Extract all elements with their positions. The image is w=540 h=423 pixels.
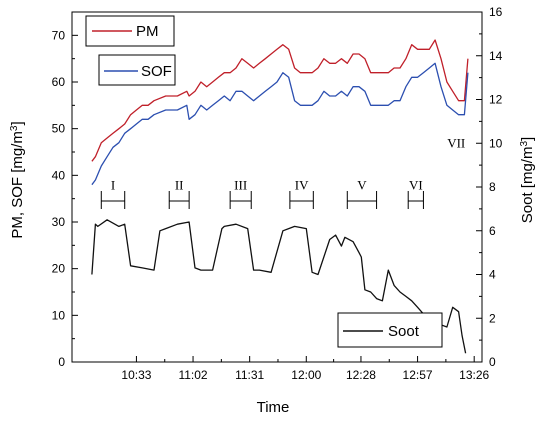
y-tick-label: 70 bbox=[52, 28, 66, 42]
y2-tick-label: 0 bbox=[489, 355, 496, 369]
y2-axis-title: Soot [mg/m3] bbox=[519, 137, 536, 223]
x-tick-label: 11:31 bbox=[235, 368, 264, 382]
y-axis-title: PM, SOF [mg/m3] bbox=[9, 121, 26, 238]
phase-label: II bbox=[175, 177, 184, 192]
x-tick-label: 12:57 bbox=[403, 368, 433, 382]
series-pm bbox=[91, 39, 469, 162]
x-tick-label: 12:28 bbox=[346, 368, 376, 382]
y2-tick-label: 14 bbox=[489, 49, 503, 63]
phase-label: III bbox=[234, 177, 247, 192]
y2-tick-label: 12 bbox=[489, 93, 503, 107]
y2-tick-label: 16 bbox=[489, 5, 503, 19]
phase-v: V bbox=[346, 177, 378, 209]
phase-label: I bbox=[111, 177, 115, 192]
y2-tick-label: 2 bbox=[489, 311, 496, 325]
phase-iv: IV bbox=[289, 177, 314, 209]
y-tick-label: 20 bbox=[52, 262, 66, 276]
y2-tick-label: 10 bbox=[489, 136, 503, 150]
legend-sof-label: SOF bbox=[141, 63, 172, 80]
legend-pm-label: PM bbox=[136, 23, 159, 40]
series-lines bbox=[91, 39, 469, 354]
phase-ii: II bbox=[168, 177, 190, 209]
y2-tick-label: 8 bbox=[489, 180, 496, 194]
legend-soot-label: Soot bbox=[388, 323, 420, 340]
phase-vi: VI bbox=[407, 177, 424, 209]
axes: 0 10 20 30 40 50 60 70 0 2 4 6 8 10 12 14 16 10:33 11:02 11… bbox=[52, 5, 503, 382]
y-tick-label: 50 bbox=[52, 122, 66, 136]
y-tick-label: 40 bbox=[52, 168, 66, 182]
x-axis-title: Time bbox=[257, 399, 290, 416]
legend-top: PM SOF bbox=[85, 15, 176, 86]
series-sof bbox=[91, 62, 469, 186]
x-tick-label: 13:26 bbox=[459, 368, 489, 382]
phase-iii: III bbox=[229, 177, 252, 209]
phase-i: I bbox=[100, 177, 126, 209]
x-tick-label: 11:02 bbox=[178, 368, 207, 382]
x-tick-label: 10:33 bbox=[121, 368, 151, 382]
phase-label: IV bbox=[295, 177, 309, 192]
phase-label: V bbox=[357, 177, 367, 192]
phase-label: VI bbox=[409, 177, 423, 192]
y-tick-label: 60 bbox=[52, 75, 66, 89]
phase-label-vii: VII bbox=[447, 135, 465, 150]
y-tick-label: 10 bbox=[52, 308, 66, 322]
y2-tick-label: 4 bbox=[489, 268, 496, 282]
legend-bottom: Soot bbox=[337, 312, 443, 348]
y-tick-label: 30 bbox=[52, 215, 66, 229]
y2-tick-label: 6 bbox=[489, 224, 496, 238]
series-soot bbox=[91, 219, 467, 354]
x-tick-label: 12:00 bbox=[291, 368, 321, 382]
y-tick-label: 0 bbox=[58, 355, 65, 369]
